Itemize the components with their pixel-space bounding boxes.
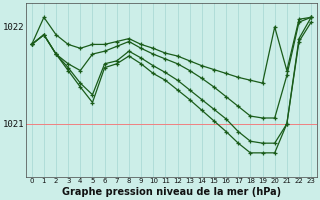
X-axis label: Graphe pression niveau de la mer (hPa): Graphe pression niveau de la mer (hPa) bbox=[62, 187, 281, 197]
